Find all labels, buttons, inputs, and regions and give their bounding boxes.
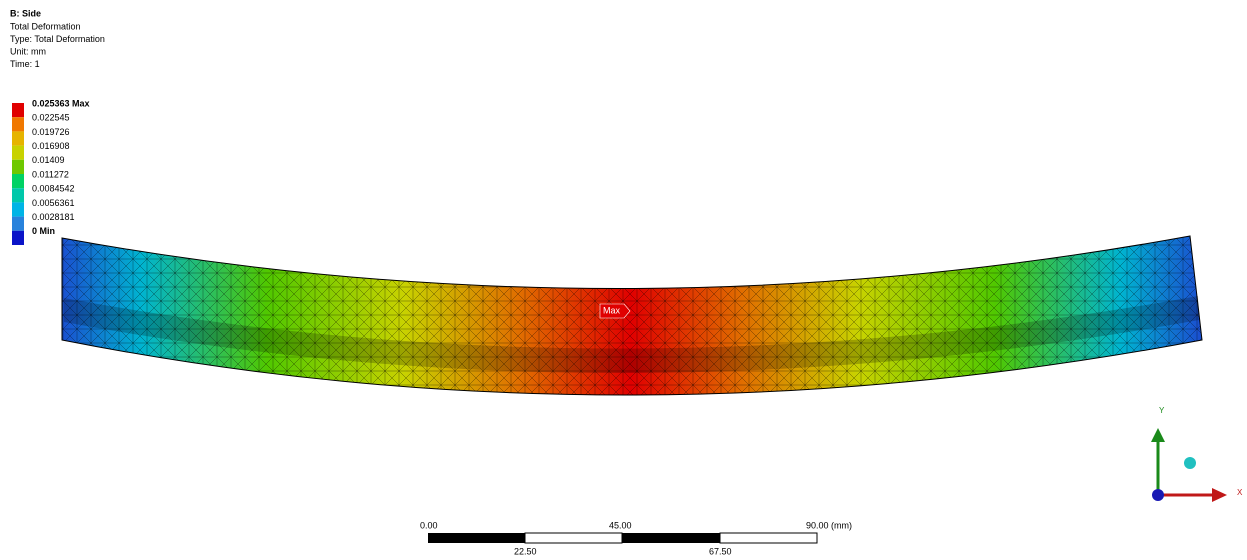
probe-label: Max xyxy=(600,304,630,318)
scale-bar: 0.00 45.00 90.00 (mm) 22.50 67.50 xyxy=(420,520,852,556)
legend-label: 0.019726 xyxy=(32,127,70,137)
scale-label: 0.00 xyxy=(420,520,438,530)
header-line: Unit: mm xyxy=(10,46,46,56)
viewport: Max B: Side Total Deformation Type: Total… xyxy=(0,0,1247,560)
probe-text: Max xyxy=(603,305,621,315)
legend-swatch xyxy=(12,174,24,188)
legend-swatch xyxy=(12,231,24,245)
axis-label: X xyxy=(1237,488,1243,497)
legend-label: 0.016908 xyxy=(32,141,70,151)
header-line: Type: Total Deformation xyxy=(10,34,105,44)
legend-swatch xyxy=(12,146,24,160)
legend-swatch xyxy=(12,103,24,117)
legend-swatch xyxy=(12,202,24,216)
legend-label: 0.022545 xyxy=(32,113,70,123)
header-line: Total Deformation xyxy=(10,21,81,31)
legend-swatch xyxy=(12,131,24,145)
beam xyxy=(62,236,1202,395)
legend-label: 0.0084542 xyxy=(32,184,75,194)
legend-label: 0.0056361 xyxy=(32,198,75,208)
scale-label: 22.50 xyxy=(514,546,537,556)
legend-label: 0.01409 xyxy=(32,155,65,165)
legend-swatch xyxy=(12,217,24,231)
scale-label: 90.00 (mm) xyxy=(806,520,852,530)
header-line: Time: 1 xyxy=(10,59,40,69)
legend-label: 0.0028181 xyxy=(32,212,75,222)
axis-triad: Y X xyxy=(1151,406,1243,502)
legend-swatch xyxy=(12,117,24,131)
legend-swatch xyxy=(12,160,24,174)
header-title: B: Side xyxy=(10,8,41,18)
legend-label: 0.025363 Max xyxy=(32,98,90,108)
legend-swatch xyxy=(12,188,24,202)
legend-label: 0 Min xyxy=(32,226,55,236)
legend-label: 0.011272 xyxy=(32,169,69,179)
axis-label: Y xyxy=(1159,406,1165,415)
scale-label: 45.00 xyxy=(609,520,632,530)
scale-label: 67.50 xyxy=(709,546,732,556)
